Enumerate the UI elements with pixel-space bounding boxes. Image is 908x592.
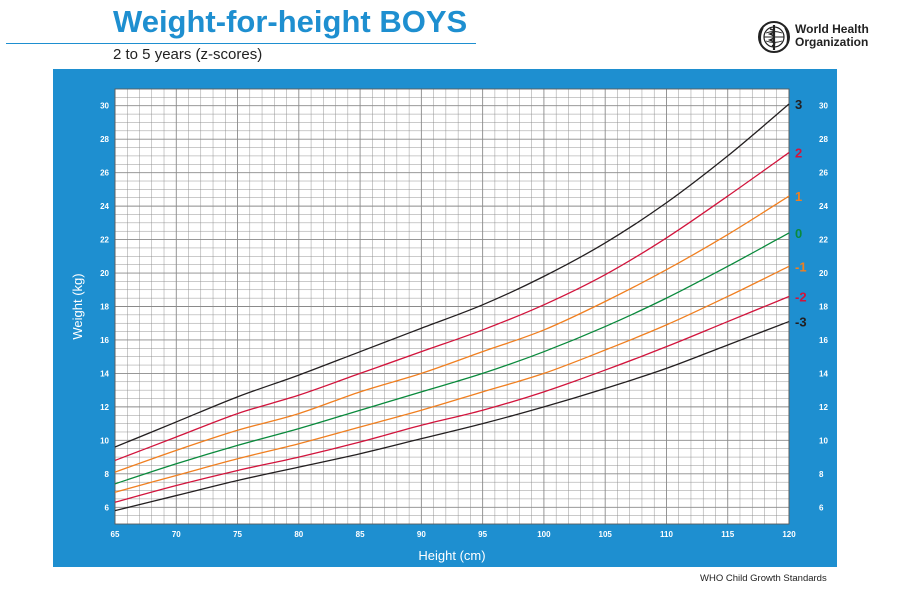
y-tick-label: 30 xyxy=(100,102,109,111)
series-label: -2 xyxy=(795,289,807,304)
y-tick-label: 16 xyxy=(100,336,109,345)
z-score-line-3 xyxy=(114,103,790,448)
y-tick-label-right: 6 xyxy=(819,503,824,512)
y-axis-label: Weight (kg) xyxy=(70,273,85,339)
y-tick-label: 10 xyxy=(100,436,109,445)
y-tick-label-right: 26 xyxy=(819,169,828,178)
y-tick-label-right: 20 xyxy=(819,269,828,278)
y-tick-label: 20 xyxy=(100,269,109,278)
x-tick-label: 120 xyxy=(782,530,796,539)
series-label: 1 xyxy=(795,189,802,204)
z-score-line-minus-2 xyxy=(114,295,790,503)
y-tick-label-right: 22 xyxy=(819,236,828,245)
z-score-line-minus-1 xyxy=(114,265,790,493)
weight-for-height-chart: 65 70 75 80 85 90 95 100 105 110 115 120 6 68 810 1012… xyxy=(53,69,837,567)
x-tick-label: 75 xyxy=(233,530,242,539)
who-emblem-icon xyxy=(758,21,790,53)
z-score-lines xyxy=(114,103,790,512)
y-tick-label: 12 xyxy=(100,403,109,412)
who-logo-line2: Organization xyxy=(795,35,869,49)
y-tick-label: 24 xyxy=(100,202,109,211)
footer-text: WHO Child Growth Standards xyxy=(700,573,827,584)
y-tick-label-right: 16 xyxy=(819,336,828,345)
who-logo: World Health Organization xyxy=(757,20,877,56)
series-label: -3 xyxy=(795,315,807,330)
who-logo-line1: World Health xyxy=(795,22,869,36)
series-label: 2 xyxy=(795,146,802,161)
x-tick-label: 105 xyxy=(599,530,613,539)
x-tick-labels: 65 70 75 80 85 90 95 100 105 110 115 120 xyxy=(111,530,797,539)
z-score-line-minus-3 xyxy=(114,320,790,512)
series-label: -1 xyxy=(795,259,807,274)
z-score-line-0 xyxy=(114,232,790,485)
y-tick-label-right: 10 xyxy=(819,436,828,445)
y-tick-label-right: 24 xyxy=(819,202,828,211)
title-underline xyxy=(6,43,476,44)
grid-lines xyxy=(114,88,790,525)
y-tick-label-right: 12 xyxy=(819,403,828,412)
chart-subtitle: 2 to 5 years (z-scores) xyxy=(113,46,263,63)
y-tick-label: 14 xyxy=(100,369,109,378)
y-tick-label-right: 18 xyxy=(819,303,828,312)
y-tick-label: 6 xyxy=(105,503,110,512)
plot-border xyxy=(114,88,790,525)
y-tick-label: 28 xyxy=(100,135,109,144)
x-tick-label: 85 xyxy=(356,530,365,539)
x-tick-label: 110 xyxy=(660,530,673,539)
y-tick-label: 18 xyxy=(100,303,109,312)
x-tick-label: 80 xyxy=(294,530,303,539)
z-score-line-2 xyxy=(114,152,790,462)
x-axis-label: Height (cm) xyxy=(418,548,485,563)
who-logo-text: World Health Organization xyxy=(795,23,869,49)
y-tick-label: 22 xyxy=(100,236,109,245)
x-tick-label: 100 xyxy=(537,530,551,539)
series-label: 3 xyxy=(795,97,802,112)
z-score-line-1 xyxy=(114,195,790,473)
y-tick-label-right: 14 xyxy=(819,369,828,378)
y-tick-label-right: 28 xyxy=(819,135,828,144)
y-tick-label: 8 xyxy=(105,470,110,479)
chart-title: Weight-for-height BOYS xyxy=(113,4,468,39)
y-tick-label-right: 8 xyxy=(819,470,824,479)
y-tick-label-right: 30 xyxy=(819,102,828,111)
series-labels: 3 2 1 0 -1 -2 -3 xyxy=(795,97,807,329)
x-tick-label: 90 xyxy=(417,530,426,539)
x-tick-label: 95 xyxy=(478,530,487,539)
y-tick-label: 26 xyxy=(100,169,109,178)
x-tick-label: 65 xyxy=(111,530,120,539)
x-tick-label: 115 xyxy=(721,530,734,539)
x-tick-label: 70 xyxy=(172,530,181,539)
series-label: 0 xyxy=(795,226,802,241)
